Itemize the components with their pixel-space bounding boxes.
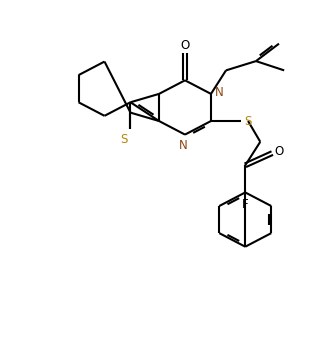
Text: S: S — [120, 133, 127, 146]
Text: F: F — [242, 198, 249, 211]
Text: O: O — [180, 38, 190, 52]
Text: N: N — [215, 87, 223, 99]
Text: O: O — [275, 145, 284, 158]
Text: S: S — [244, 115, 251, 127]
Text: N: N — [179, 140, 188, 152]
